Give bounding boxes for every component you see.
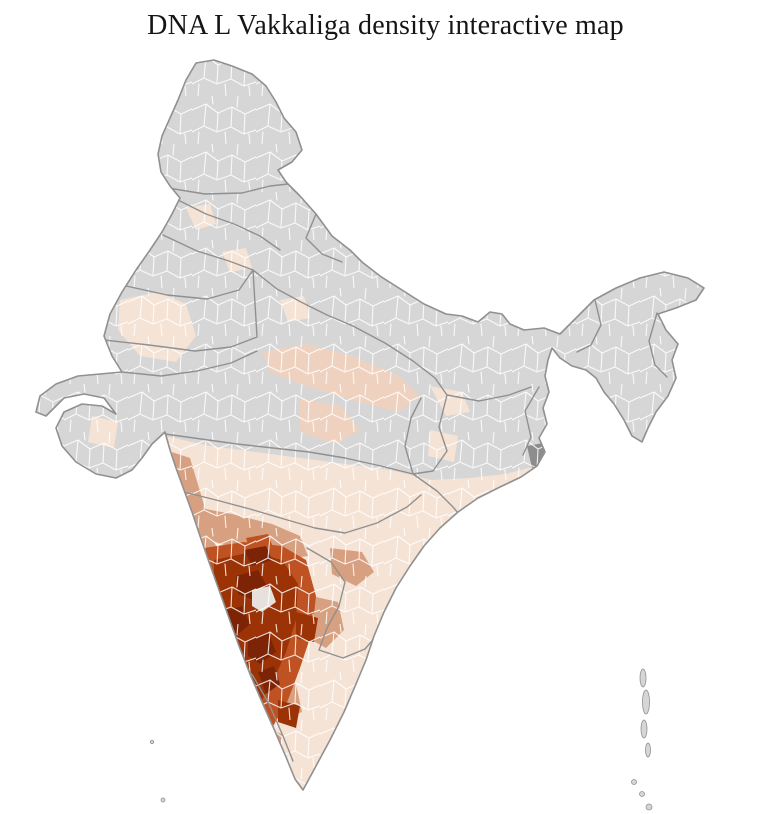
lakshadweep-islands[interactable] <box>149 740 166 803</box>
andaman-nicobar-islands[interactable] <box>631 668 653 811</box>
northeast-orange-pocket[interactable] <box>688 304 706 326</box>
india-outline <box>35 59 705 791</box>
state-borders <box>103 183 668 762</box>
page-title: DNA L Vakkaliga density interactive map <box>147 10 624 41</box>
